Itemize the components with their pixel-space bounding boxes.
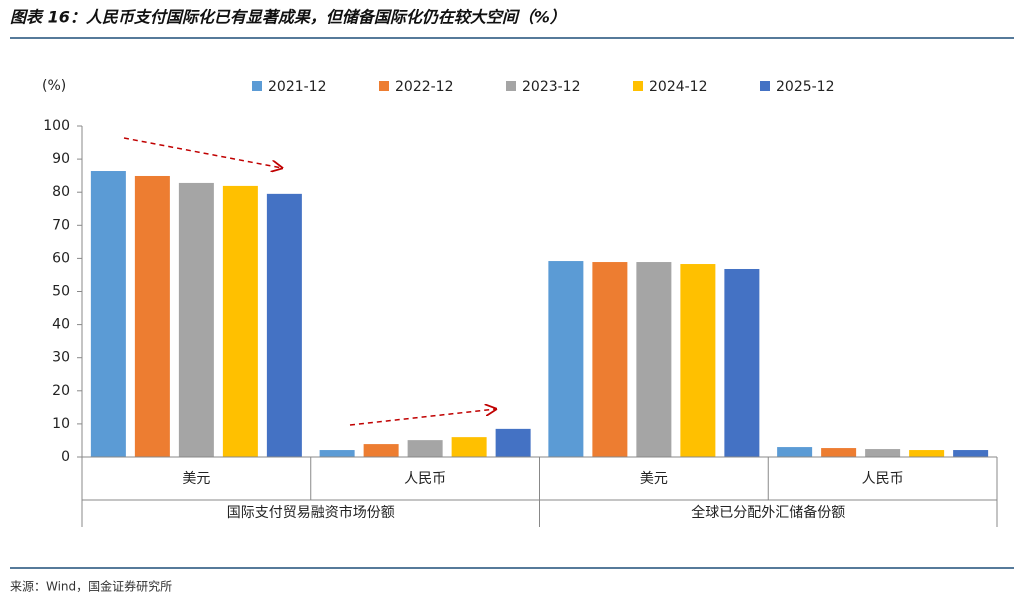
bar [178,182,214,457]
bar [636,262,672,457]
bar [680,264,716,457]
source: 来源：Wind，国金证券研究所 [10,579,172,594]
y-tick-label: 90 [52,151,70,167]
legend-label: 2021-12 [268,79,327,95]
bar [865,449,901,457]
bar [592,262,628,457]
trend-arrow [123,137,282,168]
x-tick-label: 人民币 [404,471,446,487]
bar [90,171,126,458]
category-group-label: 全球已分配外汇储备份额 [691,504,845,521]
chart-title: 图表 16：人民币支付国际化已有显著成果，但储备国际化仍在较大空间（%） [10,8,566,27]
bar [266,193,302,458]
y-axis-label: (%) [42,78,66,94]
y-tick-label: 70 [52,217,70,233]
y-tick-label: 50 [52,284,70,300]
legend-swatch [252,81,262,91]
bar [821,448,857,457]
bar [407,440,443,457]
y-tick-label: 80 [52,184,70,200]
legend-label: 2024-12 [649,79,708,95]
legend-swatch [760,81,770,91]
legend-swatch [633,81,643,91]
bar [777,447,813,457]
bar [495,428,531,457]
bar [953,450,989,457]
legend-label: 2023-12 [522,79,581,95]
y-tick-label: 60 [52,250,70,266]
legend-label: 2025-12 [776,79,835,95]
bar [724,268,760,457]
legend-swatch [506,81,516,91]
y-tick-label: 30 [52,350,70,366]
bar [909,450,945,457]
legend-swatch [379,81,389,91]
bar [451,437,487,457]
bar [319,450,355,457]
trend-arrow [349,409,496,426]
x-tick-label: 美元 [640,471,668,487]
category-group-label: 国际支付贸易融资市场份额 [227,504,395,521]
y-tick-label: 0 [61,449,70,465]
bar [134,175,170,457]
x-tick-label: 美元 [182,471,210,487]
y-tick-label: 100 [43,118,70,134]
x-tick-label: 人民币 [862,471,904,487]
bar [548,261,584,457]
y-tick-label: 40 [52,317,70,333]
y-tick-label: 20 [52,383,70,399]
bar [363,444,399,457]
bar [222,185,258,457]
legend-label: 2022-12 [395,79,454,95]
y-tick-label: 10 [52,416,70,432]
